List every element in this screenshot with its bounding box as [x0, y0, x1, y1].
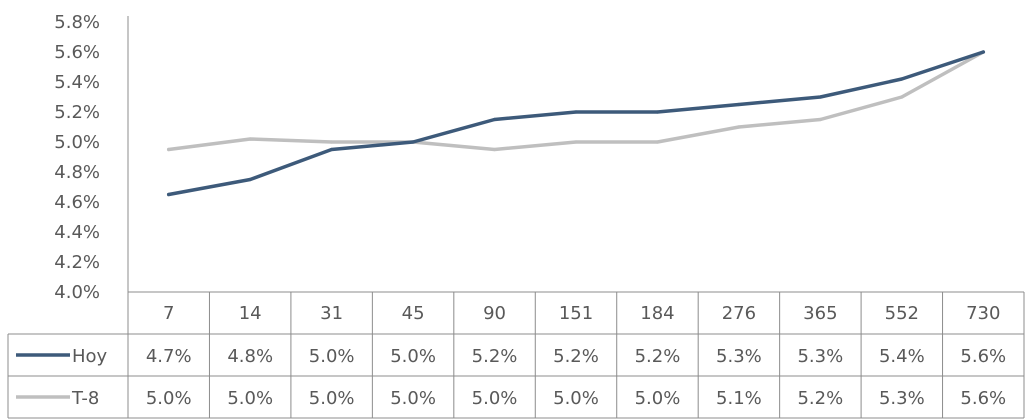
data-table-cell: 5.6% [960, 346, 1006, 367]
data-table-cell: 5.2% [472, 346, 518, 367]
data-point [330, 147, 334, 152]
x-tick-label: 7 [163, 303, 174, 324]
data-point [655, 110, 660, 114]
data-table-cell: 5.0% [472, 388, 518, 409]
data-point [492, 147, 497, 152]
series-line-t-8 [166, 50, 986, 152]
y-tick-label: 4.6% [54, 192, 100, 213]
y-tick-label: 5.6% [54, 42, 100, 63]
x-tick-label: 276 [722, 303, 756, 324]
legend-label: Hoy [72, 346, 108, 367]
y-tick-label: 4.4% [54, 222, 100, 243]
data-point [411, 140, 415, 144]
data-table-cell: 5.3% [797, 346, 843, 367]
data-table-cell: 5.0% [553, 388, 599, 409]
y-tick-label: 4.8% [54, 162, 100, 183]
data-table-cell: 5.3% [716, 346, 762, 367]
x-tick-label: 45 [402, 303, 425, 324]
y-tick-label: 5.8% [54, 12, 100, 33]
data-table-cell: 5.6% [960, 388, 1006, 409]
data-table-cell: 5.1% [716, 388, 762, 409]
data-table-cell: 5.0% [390, 388, 436, 409]
y-tick-label: 4.0% [54, 282, 100, 303]
y-tick-label: 4.2% [54, 252, 100, 273]
legend-label: T-8 [71, 388, 99, 409]
data-point [574, 140, 578, 144]
data-table-cell: 4.8% [227, 346, 273, 367]
data-table: Hoy 4.7% 4.8% 5.0% 5.0% 5.2% 5.2% 5.2% 5.3% 5.3% 5… [16, 346, 1006, 409]
data-point [167, 192, 171, 197]
y-axis: 4.0% 4.2% 4.4% 4.6% 4.8% 5.0% 5.2% 5.4% 5.6% 5.8% [54, 12, 129, 303]
series-line-hoy [166, 50, 986, 197]
x-tick-label: 151 [559, 303, 593, 324]
data-point [330, 140, 334, 144]
data-point [248, 177, 252, 182]
data-point [818, 95, 822, 99]
x-axis-labels: 7 14 31 45 90 151 184 276 365 552 730 [163, 303, 1000, 324]
data-point [655, 140, 660, 144]
x-tick-label: 184 [640, 303, 674, 324]
x-tick-label: 552 [885, 303, 919, 324]
data-table-cell: 5.0% [309, 388, 355, 409]
data-table-cell: 5.3% [879, 388, 925, 409]
x-tick-label: 730 [966, 303, 1000, 324]
data-table-cell: 5.2% [553, 346, 599, 367]
x-tick-label: 14 [239, 303, 262, 324]
data-point [737, 102, 741, 107]
x-tick-label: 365 [803, 303, 837, 324]
data-point [981, 50, 985, 54]
data-table-cell: 5.0% [146, 388, 192, 409]
x-tick-label: 90 [483, 303, 506, 324]
data-point [167, 147, 171, 152]
data-point [737, 125, 741, 129]
data-point [900, 77, 904, 81]
data-table-cell: 5.4% [879, 346, 925, 367]
data-point [818, 117, 822, 122]
data-table-cell: 5.0% [309, 346, 355, 367]
y-tick-label: 5.0% [54, 132, 100, 153]
y-tick-label: 5.2% [54, 102, 100, 123]
data-point [492, 117, 497, 122]
series-lines [166, 50, 986, 197]
data-table-cell: 5.2% [797, 388, 843, 409]
data-point [900, 95, 904, 99]
y-tick-label: 5.4% [54, 72, 100, 93]
data-table-cell: 5.0% [635, 388, 681, 409]
data-table-cell: 5.0% [390, 346, 436, 367]
data-point [574, 110, 578, 114]
data-table-cell: 5.0% [227, 388, 273, 409]
data-point [248, 137, 252, 141]
data-table-cell: 5.2% [635, 346, 681, 367]
x-tick-label: 31 [320, 303, 343, 324]
data-table-cell: 4.7% [146, 346, 192, 367]
data-table-grid [7, 291, 1025, 419]
